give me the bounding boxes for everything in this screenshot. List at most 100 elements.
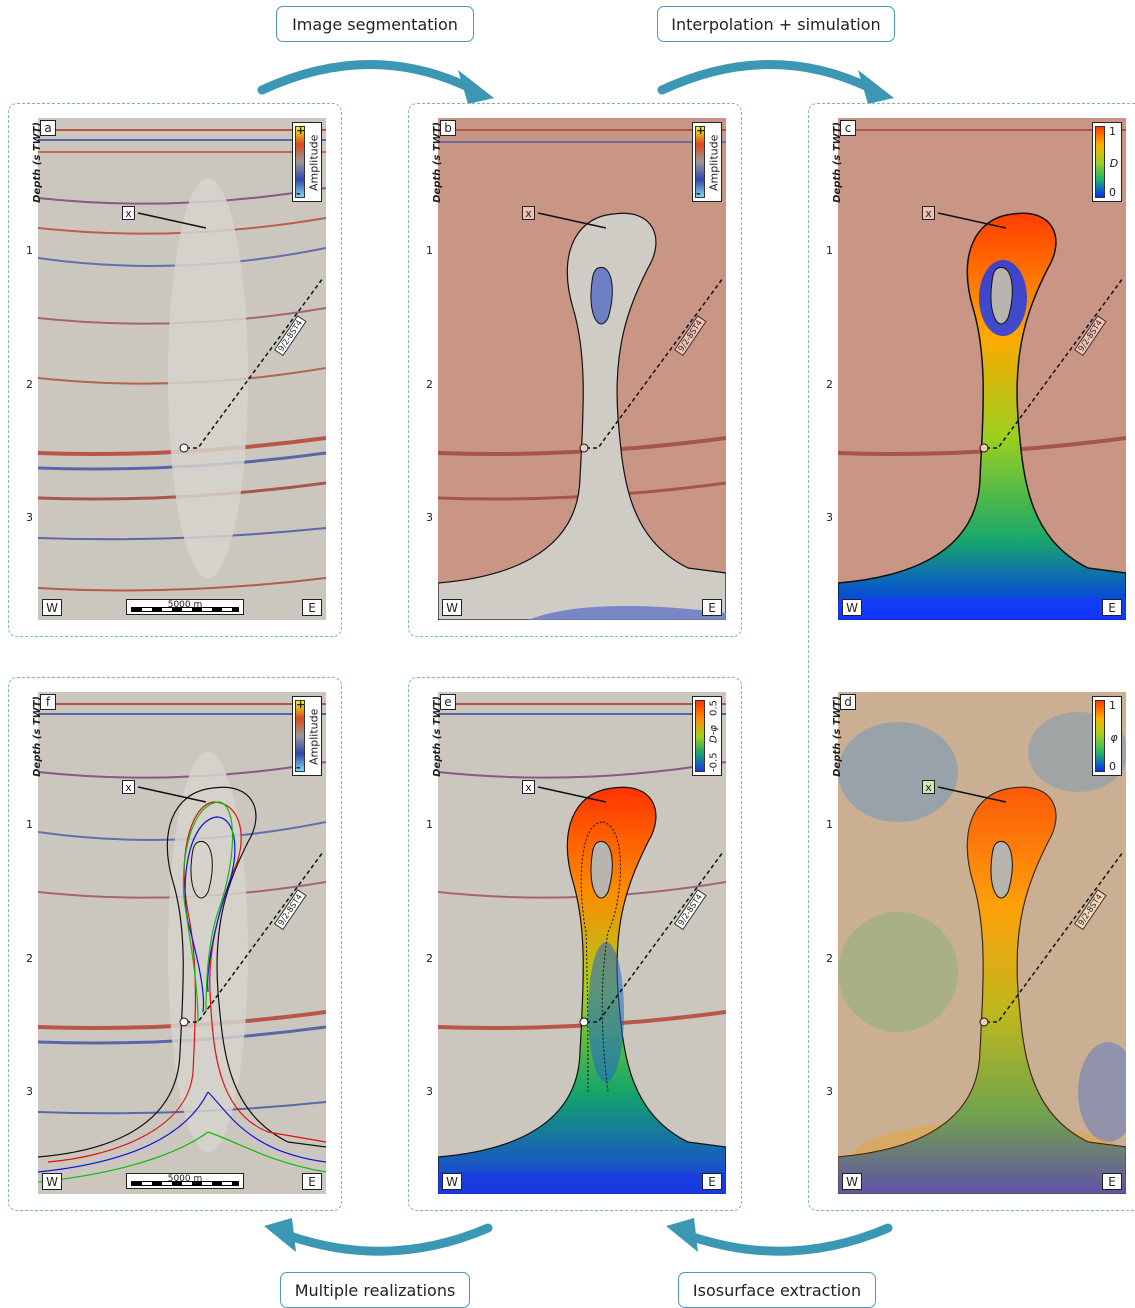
seismic-image — [38, 118, 326, 620]
colorbar: 1 0 φ — [1092, 696, 1122, 776]
east-label: E — [302, 599, 322, 616]
stage-label-isosurface: Isosurface extraction — [678, 1272, 876, 1308]
depth-tick-3: 3 — [826, 1085, 833, 1098]
west-label: W — [842, 599, 862, 616]
colorbar-min: - — [696, 187, 701, 200]
seismic-image-realizations — [38, 692, 326, 1194]
panel-letter: d — [840, 694, 856, 710]
panel-b: Depth (s TWT) 1 2 3 b x 9/2-8ST4 W E + -… — [426, 118, 726, 620]
scale-label: 5000 m — [167, 600, 203, 610]
depth-tick-3: 3 — [826, 511, 833, 524]
scale-bar: 5000 m — [126, 1173, 244, 1189]
group-box-a — [8, 103, 342, 637]
colorbar-labels: -0.5 D-φ 0.5 — [706, 700, 722, 772]
colorbar-max: 0.5 — [708, 700, 720, 716]
east-label: E — [302, 1173, 322, 1190]
colorbar-max: + — [696, 124, 706, 137]
panel-letter: b — [440, 120, 456, 136]
colorbar-gradient — [295, 126, 305, 198]
colorbar-max: 1 — [1109, 125, 1116, 138]
depth-tick-1: 1 — [426, 244, 433, 257]
marker-x: x — [522, 780, 535, 794]
depth-tick-3: 3 — [426, 1085, 433, 1098]
colorbar-label: Amplitude — [707, 134, 721, 192]
west-label: W — [442, 1173, 462, 1190]
colorbar-gradient — [1095, 700, 1105, 772]
west-label: W — [842, 1173, 862, 1190]
depth-tick-1: 1 — [826, 818, 833, 831]
east-label: E — [1102, 1173, 1122, 1190]
depth-tick-3: 3 — [26, 511, 33, 524]
group-box-e — [408, 677, 742, 1211]
colorbar-min: - — [296, 187, 301, 200]
marker-x: x — [922, 780, 935, 794]
colorbar-gradient — [295, 700, 305, 772]
east-label: E — [1102, 599, 1122, 616]
depth-tick-2: 2 — [826, 378, 833, 391]
arrow-interpolation — [657, 60, 875, 95]
depth-tick-1: 1 — [426, 818, 433, 831]
panel-a: Depth (s TWT) 1 2 3 a x 9/2-8ST4 W E 500… — [26, 118, 326, 620]
colorbar: + - Amplitude — [692, 122, 722, 202]
scale-bar: 5000 m — [126, 599, 244, 615]
colorbar-label: Amplitude — [307, 708, 321, 766]
colorbar-min: 0 — [1109, 186, 1116, 199]
depth-tick-1: 1 — [26, 244, 33, 257]
depth-tick-2: 2 — [426, 378, 433, 391]
distance-field-image — [838, 118, 1126, 620]
depth-tick-2: 2 — [26, 952, 33, 965]
depth-tick-1: 1 — [26, 818, 33, 831]
panel-letter: e — [440, 694, 456, 710]
east-label: E — [702, 599, 722, 616]
colorbar-max: + — [296, 698, 306, 711]
seismic-image-segmented — [438, 118, 726, 620]
colorbar-gradient — [695, 700, 705, 772]
arrow-realizations — [285, 1223, 493, 1256]
property-field-image — [838, 692, 1126, 1194]
depth-tick-2: 2 — [26, 378, 33, 391]
west-label: W — [442, 599, 462, 616]
panel-letter: a — [40, 120, 56, 136]
group-box-f — [8, 677, 342, 1211]
depth-tick-3: 3 — [26, 1085, 33, 1098]
colorbar-min: 0 — [1109, 760, 1116, 773]
group-box-b — [408, 103, 742, 637]
panel-c: Depth (s TWT) 1 2 3 c x 9/2-8ST4 W E 1 0… — [826, 118, 1126, 620]
group-box-cd — [808, 103, 1135, 1211]
stage-label-segmentation: Image segmentation — [276, 6, 474, 42]
colorbar-gradient — [1095, 126, 1105, 198]
depth-tick-2: 2 — [826, 952, 833, 965]
panel-f: Depth (s TWT) 1 2 3 f x 9/2-8ST4 W E 500… — [26, 692, 326, 1194]
colorbar-min: -0.5 — [708, 752, 720, 772]
colorbar-max: + — [296, 124, 306, 137]
colorbar: -0.5 D-φ 0.5 — [692, 696, 722, 776]
arrow-segmentation — [257, 60, 475, 95]
depth-tick-3: 3 — [426, 511, 433, 524]
west-label: W — [42, 1173, 62, 1190]
colorbar-max: 1 — [1109, 699, 1116, 712]
panel-letter: c — [840, 120, 856, 136]
panel-letter: f — [40, 694, 56, 710]
colorbar-min: - — [296, 761, 301, 774]
marker-x: x — [522, 206, 535, 220]
colorbar: + - Amplitude — [292, 696, 322, 776]
colorbar-label: D — [1109, 156, 1119, 170]
marker-x: x — [922, 206, 935, 220]
depth-tick-2: 2 — [426, 952, 433, 965]
stage-label-interpolation: Interpolation + simulation — [657, 6, 895, 42]
colorbar: + - Amplitude — [292, 122, 322, 202]
colorbar: 1 0 D — [1092, 122, 1122, 202]
west-label: W — [42, 599, 62, 616]
east-label: E — [702, 1173, 722, 1190]
panel-e: Depth (s TWT) 1 2 3 e x 9/2-8ST4 W E -0.… — [426, 692, 726, 1194]
marker-x: x — [122, 206, 135, 220]
colorbar-label: D-φ — [708, 725, 720, 744]
colorbar-label: Amplitude — [307, 134, 321, 192]
panel-d: Depth (s TWT) 1 2 3 d x 9/2-8ST4 W E 1 0… — [826, 692, 1126, 1194]
colorbar-label: φ — [1110, 730, 1118, 744]
colorbar-gradient — [695, 126, 705, 198]
arrow-isosurface — [685, 1223, 893, 1256]
scale-label: 5000 m — [167, 1174, 203, 1184]
depth-tick-1: 1 — [826, 244, 833, 257]
